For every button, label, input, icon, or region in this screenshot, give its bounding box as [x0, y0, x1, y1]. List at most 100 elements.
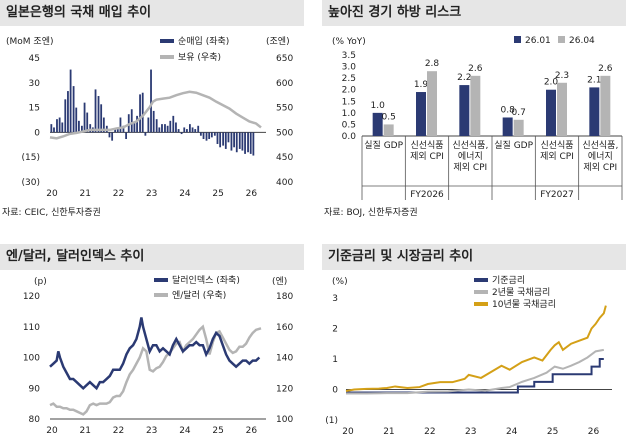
chart-downside-risk: (% YoY)3.53.02.52.01.51.00.50.01.00.5실질 … [332, 36, 623, 200]
x-tick-label: 26 [588, 427, 600, 437]
bar-net-purchase [133, 122, 136, 133]
category-label: 실질 GDP [494, 139, 533, 151]
chart-yen-dollar: (p) (엔) 120 110 100 90 80 180 160 140 120 100 20 21 22… [23, 274, 294, 436]
x-tick-label: 21 [80, 426, 91, 436]
y-tick-label: 2.0 [342, 86, 357, 96]
y2-tick-label: 500 [276, 128, 293, 138]
bar-net-purchase [72, 86, 75, 133]
y2-tick-label: 140 [276, 354, 293, 364]
data-label: 0.8 [501, 105, 516, 115]
y-tick-label: 1.0 [342, 109, 357, 119]
bar-net-purchase [197, 125, 200, 133]
bar-26.01 [372, 112, 383, 136]
bar-net-purchase [164, 124, 166, 133]
bar-net-purchase [202, 132, 205, 140]
line-기준금리 [346, 358, 604, 394]
y-tick-label: 80 [29, 415, 41, 425]
bar-26.04 [600, 75, 611, 136]
data-label: 2.1 [587, 75, 601, 85]
bar-net-purchase [213, 132, 216, 136]
category-label: 제외 CPI [583, 161, 617, 173]
category-label: 제외 CPI [540, 150, 574, 162]
x-tick-label: 23 [146, 426, 157, 436]
bar-net-purchase [89, 124, 92, 133]
y-tick-label: 100 [23, 354, 40, 364]
legend-dollar-index-swatch [154, 278, 168, 282]
x-tick-label: 23 [146, 189, 157, 199]
data-label: 2.2 [457, 73, 471, 83]
bar-net-purchase [155, 119, 158, 133]
y-tick-label: (1) [325, 416, 338, 426]
y-axis-unit-right: (조엔) [266, 36, 290, 47]
bar-net-purchase [177, 129, 180, 133]
y2-tick-label: 100 [276, 415, 293, 425]
bar-net-purchase [205, 132, 208, 141]
bar-net-purchase [83, 102, 86, 133]
y-tick-label: 2.5 [342, 74, 356, 84]
bar-net-purchase [136, 115, 138, 133]
bar-net-purchase [125, 132, 127, 140]
category-label: 에너지 [588, 151, 613, 162]
bar-net-purchase [147, 117, 150, 133]
legend-26.04-label: 26.04 [569, 36, 595, 46]
source-note: 자료: CEIC, 신한투자증권 [2, 208, 101, 218]
panel-yen-dollar: 엔/달러, 달러인덱스 추이 (p) (엔) 120 110 100 90 80 180 160… [0, 244, 304, 441]
x-tick-label: 20 [342, 427, 354, 437]
line-yen-dollar [49, 324, 262, 416]
legend-기준금리-swatch [474, 278, 488, 282]
bar-net-purchase [233, 132, 235, 148]
category-label: 제외 CPI [410, 150, 444, 162]
bar-net-purchase [86, 112, 89, 133]
bar-net-purchase [194, 129, 197, 133]
bar-net-purchase [244, 132, 246, 154]
y-tick-label: 0 [34, 128, 40, 138]
category-label: 신선식품, [582, 140, 618, 151]
bar-net-purchase [144, 132, 147, 136]
legend-26.04-swatch [558, 36, 565, 43]
data-label: 2.0 [544, 78, 559, 88]
y-tick-label: 0 [332, 386, 338, 396]
category-label: 신선식품 [410, 140, 443, 151]
bar-net-purchase [116, 127, 119, 133]
y-axis-unit: (% YoY) [332, 37, 366, 47]
data-label: 2.3 [555, 71, 569, 81]
y-tick-label: 1 [332, 355, 338, 365]
bar-net-purchase [152, 110, 155, 133]
legend-26.01-label: 26.01 [525, 36, 551, 46]
bar-net-purchase [102, 117, 105, 133]
bar-26.01 [459, 85, 470, 136]
bar-net-purchase [227, 132, 230, 143]
bar-26.04 [513, 119, 524, 136]
bar-net-purchase [78, 120, 80, 133]
bar-net-purchase [175, 122, 177, 133]
y-tick-label: 45 [29, 54, 40, 64]
bar-net-purchase [210, 132, 213, 138]
line-holdings [49, 90, 262, 140]
line-10년물 국채금리 [345, 305, 607, 393]
bar-net-purchase [97, 96, 100, 133]
bar-net-purchase [75, 107, 78, 133]
category-label: 신선식품, [452, 140, 488, 151]
y-tick-label: (30) [22, 178, 40, 188]
data-label: 2.6 [468, 64, 483, 74]
legend-yen-dollar-swatch [154, 293, 168, 297]
data-label: 1.0 [371, 101, 386, 111]
bar-26.04 [557, 82, 567, 136]
bar-26.04 [383, 124, 394, 136]
category-label: 에너지 [458, 151, 483, 162]
y-tick-label: 3.5 [342, 51, 356, 61]
legend-net-purchase-label: 순매입 (좌축) [178, 35, 229, 47]
bar-net-purchase [241, 132, 244, 151]
bar-26.01 [546, 89, 556, 136]
bar-net-purchase [114, 129, 117, 133]
x-tick-label: 26 [246, 426, 258, 436]
y-axis-unit-right: (엔) [272, 276, 287, 287]
source-note: 자료: BOJ, 신한투자증권 [324, 208, 418, 218]
x-tick-label: 25 [212, 426, 223, 436]
bar-net-purchase [161, 124, 163, 133]
y-tick-label: 30 [29, 79, 41, 89]
legend-net-purchase-swatch [160, 39, 174, 43]
x-tick-label: 23 [465, 427, 476, 437]
y2-tick-label: 180 [276, 292, 293, 302]
